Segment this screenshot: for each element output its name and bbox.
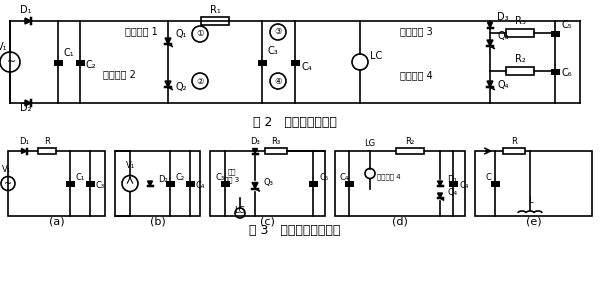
Bar — [38, 148, 56, 154]
Text: V₁: V₁ — [1, 164, 11, 173]
Text: ③: ③ — [274, 28, 282, 37]
Text: D₃: D₃ — [497, 12, 509, 22]
Bar — [210, 151, 325, 216]
Polygon shape — [25, 18, 31, 24]
Text: Q₄: Q₄ — [447, 189, 457, 198]
Bar — [265, 148, 287, 154]
Text: 触发信号 1: 触发信号 1 — [125, 26, 158, 36]
Text: ~: ~ — [7, 57, 17, 67]
Text: Q₄: Q₄ — [498, 80, 509, 90]
Text: Q₃: Q₃ — [498, 31, 509, 41]
Text: 图 3   各阶段的动作模式: 图 3 各阶段的动作模式 — [250, 225, 341, 237]
Polygon shape — [22, 148, 26, 153]
Text: C₅: C₅ — [561, 20, 571, 30]
Text: C₂: C₂ — [176, 173, 185, 182]
Text: (a): (a) — [49, 216, 64, 226]
Bar — [201, 17, 229, 25]
Text: V₁: V₁ — [0, 42, 7, 52]
Polygon shape — [165, 81, 171, 87]
Text: C₄: C₄ — [196, 180, 205, 189]
Text: R: R — [44, 137, 50, 146]
Text: 触发信号 4: 触发信号 4 — [377, 173, 401, 180]
Polygon shape — [437, 193, 443, 198]
Text: Q₁: Q₁ — [176, 29, 187, 39]
Polygon shape — [148, 181, 152, 186]
Text: C₁: C₁ — [64, 48, 74, 58]
Text: D₁: D₁ — [20, 5, 32, 15]
Polygon shape — [437, 181, 443, 186]
Text: L: L — [527, 196, 532, 205]
Text: 图 2   控制电路主回路: 图 2 控制电路主回路 — [253, 117, 337, 130]
Polygon shape — [487, 40, 493, 46]
Text: R₃: R₃ — [271, 137, 281, 146]
Text: LG: LG — [235, 206, 245, 215]
Text: (d): (d) — [392, 216, 408, 226]
Text: ④: ④ — [274, 76, 282, 85]
Text: 触发
信号 3: 触发 信号 3 — [224, 168, 239, 183]
Text: R₁: R₁ — [209, 5, 220, 15]
Text: C: C — [485, 173, 491, 182]
Bar — [503, 148, 525, 154]
Text: 触发信号 4: 触发信号 4 — [400, 70, 433, 80]
Text: C₄: C₄ — [340, 173, 349, 182]
Text: R₂: R₂ — [406, 137, 415, 146]
Text: 触发信号 3: 触发信号 3 — [400, 26, 433, 36]
Text: Q₃: Q₃ — [263, 178, 273, 187]
Bar — [8, 151, 105, 216]
Text: D₂: D₂ — [20, 103, 32, 113]
Polygon shape — [252, 182, 258, 189]
Text: C₄: C₄ — [459, 180, 469, 189]
Text: V₁: V₁ — [125, 160, 134, 169]
Text: LC: LC — [370, 51, 382, 61]
Text: C₆: C₆ — [561, 68, 572, 78]
Text: D₃: D₃ — [250, 137, 260, 146]
Bar — [396, 148, 424, 154]
Text: (e): (e) — [526, 216, 541, 226]
Text: C₁: C₁ — [76, 173, 85, 182]
Polygon shape — [165, 38, 171, 44]
Text: LG: LG — [364, 139, 376, 148]
Polygon shape — [487, 22, 493, 28]
Text: C₄: C₄ — [301, 62, 311, 72]
Bar — [115, 151, 200, 216]
Text: C₂: C₂ — [86, 60, 97, 70]
Text: R: R — [511, 137, 517, 146]
Bar — [506, 29, 534, 37]
Bar — [475, 151, 592, 216]
Bar — [506, 67, 534, 75]
Polygon shape — [253, 148, 257, 153]
Text: C₃: C₃ — [268, 46, 279, 56]
Text: C₃: C₃ — [216, 173, 225, 182]
Text: D₁: D₁ — [19, 137, 29, 146]
Text: Q₂: Q₂ — [176, 82, 187, 92]
Text: C₅: C₅ — [319, 173, 328, 182]
Text: D₁: D₁ — [447, 175, 457, 183]
Polygon shape — [25, 100, 31, 106]
Text: R₂: R₂ — [515, 54, 526, 64]
Text: C₃: C₃ — [96, 180, 105, 189]
Text: D₂: D₂ — [158, 175, 168, 183]
Bar — [335, 151, 465, 216]
Text: ①: ① — [196, 30, 204, 38]
Text: 触发信号 2: 触发信号 2 — [103, 69, 136, 79]
Text: ②: ② — [196, 76, 204, 85]
Text: R₃: R₃ — [515, 16, 526, 26]
Polygon shape — [487, 81, 493, 87]
Text: (c): (c) — [260, 216, 275, 226]
Text: (b): (b) — [149, 216, 166, 226]
Text: ~: ~ — [4, 178, 12, 189]
